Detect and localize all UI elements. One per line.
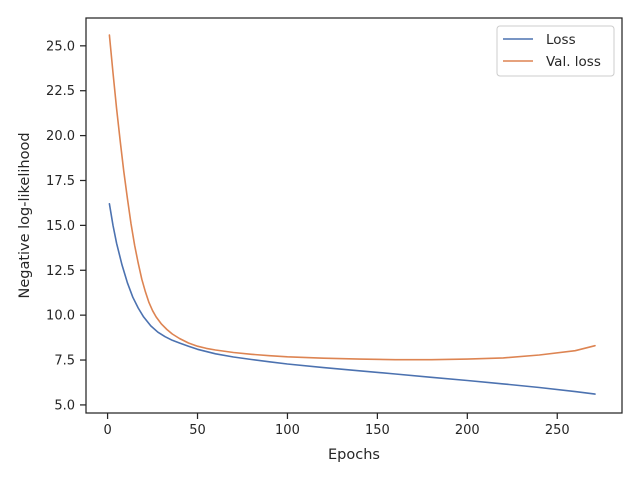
series-line-loss: [108, 203, 596, 395]
legend: Loss Val. loss: [496, 25, 615, 77]
x-tick-label: 0: [103, 423, 111, 438]
x-tick-label: 150: [365, 423, 390, 438]
x-tick-label: 250: [545, 423, 570, 438]
x-axis-label: Epochs: [328, 447, 380, 463]
y-axis-label: Negative log-likelihood: [17, 132, 33, 298]
y-tick-label: 25.0: [46, 39, 75, 54]
plot-frame: [85, 17, 623, 414]
ticks-layer: 0 50 100 150 200 250 5.0 7.5 10.0 12.5 15.0 17.5 20.…: [46, 39, 570, 438]
lines-layer: [108, 34, 596, 395]
y-tick-label: 5.0: [54, 398, 75, 413]
series-line-val-loss: [108, 34, 596, 361]
x-tick-label: 100: [275, 423, 300, 438]
y-tick-label: 17.5: [46, 174, 75, 189]
y-tick-label: 22.5: [46, 84, 75, 99]
y-tick-label: 15.0: [46, 219, 75, 234]
y-tick-label: 10.0: [46, 309, 75, 324]
y-tick-label: 7.5: [54, 354, 75, 369]
x-tick-label: 50: [189, 423, 206, 438]
legend-label-val-loss: Val. loss: [546, 54, 601, 70]
legend-label-loss: Loss: [546, 32, 576, 48]
y-tick-label: 20.0: [46, 129, 75, 144]
y-tick-label: 12.5: [46, 264, 75, 279]
x-tick-label: 200: [455, 423, 480, 438]
